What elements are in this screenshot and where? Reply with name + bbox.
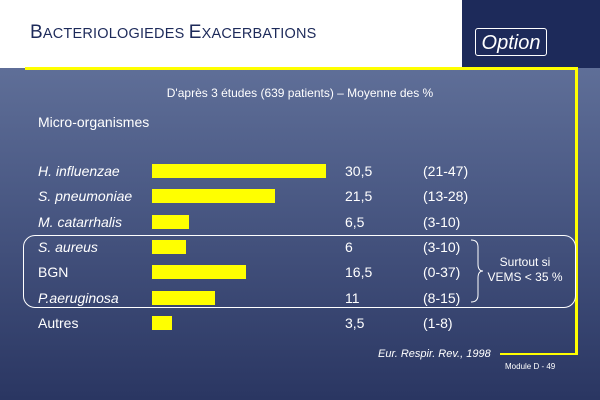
value-label: 3,5 (345, 314, 365, 331)
bar (152, 189, 275, 204)
frame-line-right (575, 67, 578, 355)
category-label: BGN (38, 264, 69, 281)
frame-line-bottom (500, 353, 578, 355)
value-label: 16,5 (345, 264, 373, 281)
range-label: (21-47) (423, 163, 469, 179)
range-label: (3-10) (423, 238, 461, 255)
value-label: 21,5 (345, 188, 373, 205)
range-label: (1-8) (423, 314, 453, 331)
group-outline (23, 235, 576, 308)
category-label: H. influenzae (38, 163, 120, 179)
range-label: (3-10) (423, 213, 461, 230)
range-label: (13-28) (423, 188, 469, 205)
bar (152, 164, 326, 178)
bar (152, 214, 190, 229)
bar (152, 239, 187, 254)
range-label: (8-15) (423, 289, 461, 306)
group-note: Surtout si VEMS < 35 % (482, 255, 568, 285)
title-rest-1: ACTERIOLOGIEDES (42, 26, 189, 42)
title-cap-2: E (188, 22, 202, 43)
value-label: 6 (345, 238, 353, 255)
title-rest-2: XACERBATIONS (201, 26, 317, 42)
chart-subtitle: D'après 3 études (639 patients) – Moyenn… (166, 86, 434, 100)
bar (152, 265, 247, 280)
value-label: 6,5 (345, 213, 365, 230)
category-label: M. catarrhalis (38, 213, 123, 230)
note-line-1: Surtout si (499, 255, 551, 269)
source-citation: Eur. Respir. Rev., 1998 (378, 348, 491, 360)
value-label: 30,5 (345, 163, 373, 179)
frame-line-top (25, 67, 578, 70)
category-label: P.aeruginosa (38, 289, 119, 306)
bar (152, 315, 172, 330)
module-label: Module D - 49 (505, 362, 556, 371)
category-label: S. aureus (38, 238, 98, 255)
brace-icon (470, 239, 484, 303)
value-label: 11 (345, 289, 360, 306)
category-label: S. pneumoniae (38, 188, 133, 205)
column-header: Micro-organismes (38, 114, 150, 130)
note-line-2: VEMS < 35 % (487, 270, 563, 284)
bar (152, 290, 215, 305)
range-label: (0-37) (423, 264, 461, 281)
category-label: Autres (38, 314, 79, 331)
title-cap-1: B (30, 22, 43, 43)
option-button[interactable]: Option (475, 28, 547, 56)
slide-title: BACTERIOLOGIEDES EXACERBATIONS (30, 22, 317, 44)
